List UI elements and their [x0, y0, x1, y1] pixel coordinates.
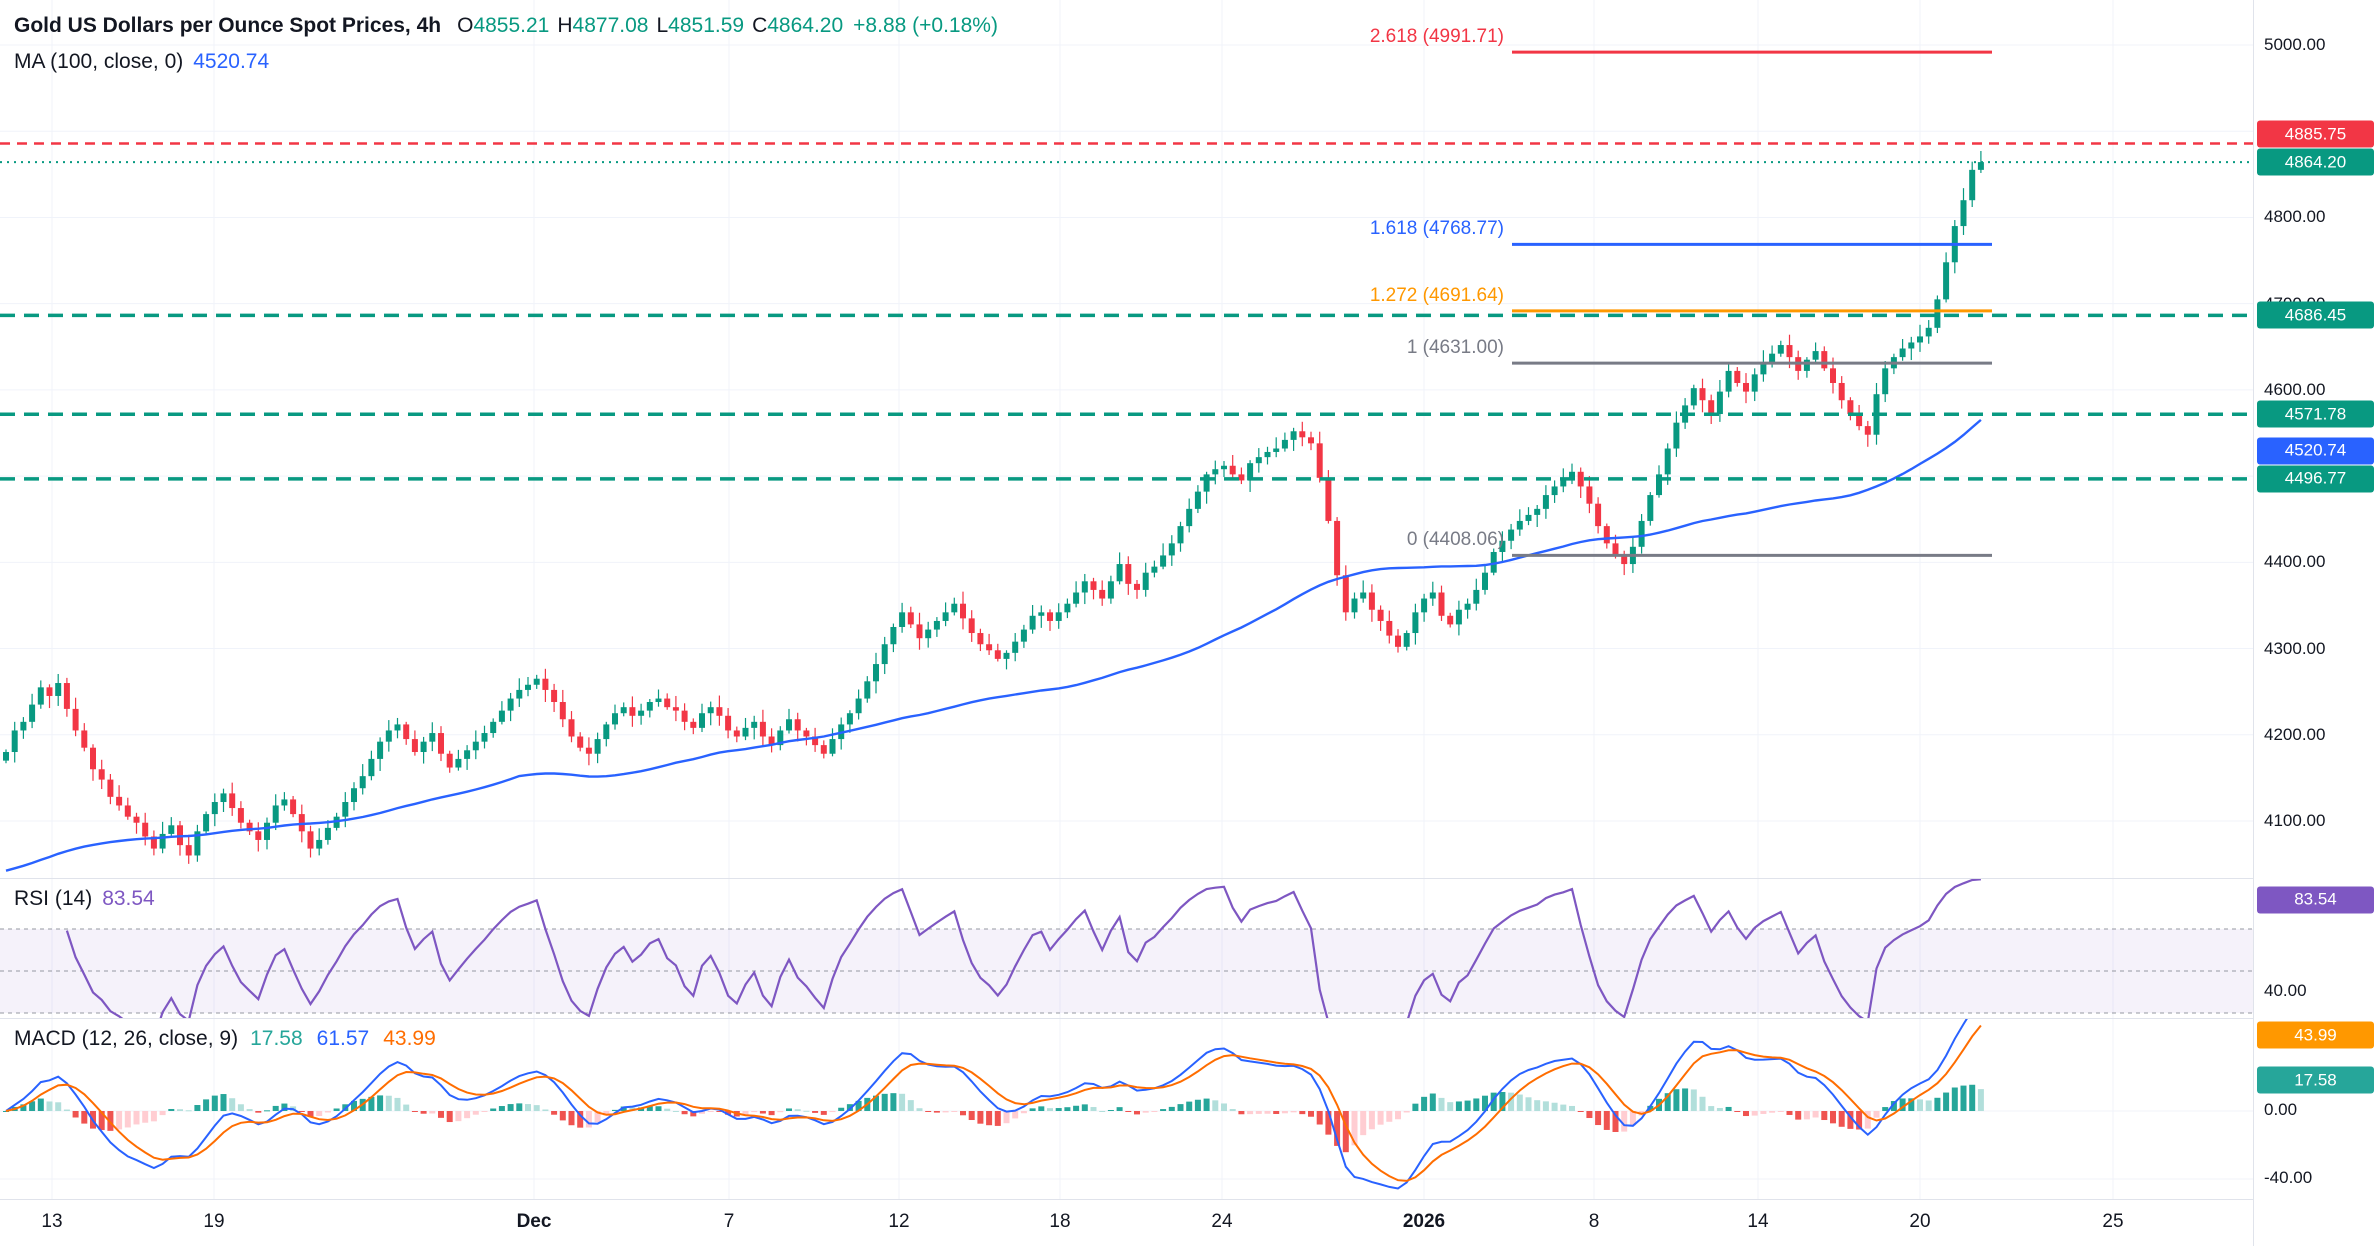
candles-series [3, 150, 1984, 864]
time-axis-label: Dec [516, 1211, 552, 1232]
price-axis-label: 5000.00 [2264, 35, 2326, 54]
price-axis-label: 4800.00 [2264, 207, 2326, 227]
fib-level-label[interactable]: 1.272 (4691.64) [1369, 284, 1504, 306]
rsi-value: 83.54 [102, 887, 155, 910]
price-badge: 43.99 [2257, 1021, 2374, 1049]
price-panel[interactable]: Gold US Dollars per Ounce Spot Prices, 4… [0, 0, 2253, 878]
rsi-chart [0, 879, 2253, 1018]
low-value: 4851.59 [668, 14, 745, 37]
symbol-title: Gold US Dollars per Ounce Spot Prices, 4… [14, 14, 442, 37]
time-axis-label: 8 [1588, 1211, 1600, 1232]
time-axis-label: 13 [41, 1211, 63, 1232]
time-axis-label: 12 [888, 1211, 910, 1232]
macd-legend-value: 61.57 [316, 1027, 370, 1050]
price-axis-label: 4400.00 [2264, 552, 2326, 572]
time-axis-label: 7 [723, 1211, 735, 1232]
macd-signal-line [5, 1024, 1982, 1182]
macd-histogram [3, 1084, 1984, 1153]
macd-legend-value: 43.99 [383, 1027, 436, 1050]
time-axis-label: 24 [1211, 1211, 1233, 1232]
macd-axis-label: 0.00 [2264, 1100, 2298, 1119]
close-key: C [752, 14, 768, 37]
price-axis-label: 4600.00 [2264, 379, 2326, 399]
rsi-line [65, 879, 1981, 1018]
price-badge: 4864.20 [2257, 148, 2374, 176]
time-axis-label: 14 [1747, 1211, 1769, 1232]
time-axis[interactable]: 13 19 Dec 7 12 18 24 2026 8 14 20 25 [0, 1199, 2253, 1246]
price-axis-label: 4300.00 [2264, 638, 2326, 658]
price-badge: 83.54 [2257, 886, 2374, 914]
macd-legend-value: 17.58 [250, 1027, 303, 1050]
rsi-axis-label: 40.00 [2264, 981, 2307, 1000]
price-axis[interactable]: 5000.004800.004700.004600.004400.004300.… [2253, 0, 2380, 1246]
price-badge: 4520.74 [2257, 437, 2374, 465]
price-badge: 17.58 [2257, 1066, 2374, 1094]
fib-level-label[interactable]: 2.618 (4991.71) [1369, 26, 1504, 48]
rsi-label: RSI (14) [14, 887, 93, 910]
time-axis-label: 19 [203, 1211, 225, 1232]
macd-axis-label: -40.00 [2264, 1168, 2313, 1187]
rsi-panel[interactable]: RSI (14) 83.54 [0, 878, 2253, 1018]
macd-chart [0, 1019, 2253, 1199]
time-axis-label: 25 [2102, 1211, 2124, 1232]
price-badge: 4571.78 [2257, 400, 2374, 428]
fib-level-label[interactable]: 0 (4408.06) [1406, 529, 1504, 551]
candlestick-chart [0, 0, 2253, 878]
fib-level-label[interactable]: 1.618 (4768.77) [1369, 218, 1504, 240]
macd-legend[interactable]: MACD (12, 26, close, 9) 17.58 61.57 43.99 [14, 1027, 450, 1051]
close-value: 4864.20 [767, 14, 844, 37]
macd-label: MACD (12, 26, close, 9) [14, 1027, 239, 1050]
macd-values: 17.58 61.57 43.99 [250, 1027, 450, 1050]
rsi-legend[interactable]: RSI (14) 83.54 [14, 887, 155, 911]
open-value: 4855.21 [473, 14, 550, 37]
price-badge: 4885.75 [2257, 120, 2374, 148]
time-axis-label: 2026 [1402, 1211, 1446, 1232]
time-axis-label: 20 [1909, 1211, 1931, 1232]
fib-level-label[interactable]: 1 (4631.00) [1406, 337, 1504, 359]
change-value: +8.88 (+0.18%) [853, 14, 998, 37]
time-axis-label: 18 [1049, 1211, 1071, 1232]
high-value: 4877.08 [572, 14, 649, 37]
ma-value: 4520.74 [193, 50, 270, 73]
price-badge: 4496.77 [2257, 465, 2374, 493]
ma-legend[interactable]: MA (100, close, 0) 4520.74 [14, 50, 269, 74]
ma-label: MA (100, close, 0) [14, 50, 184, 73]
price-axis-label: 4200.00 [2264, 724, 2326, 744]
price-axis-label: 4100.00 [2264, 810, 2326, 830]
high-key: H [557, 14, 573, 37]
open-key: O [457, 14, 474, 37]
price-badge: 4686.45 [2257, 301, 2374, 329]
macd-line [5, 1019, 1968, 1190]
gridlines [0, 0, 2253, 878]
macd-panel[interactable]: MACD (12, 26, close, 9) 17.58 61.57 43.99 [0, 1018, 2253, 1199]
ma-line [5, 418, 1982, 872]
low-key: L [656, 14, 669, 37]
symbol-legend[interactable]: Gold US Dollars per Ounce Spot Prices, 4… [14, 14, 998, 38]
